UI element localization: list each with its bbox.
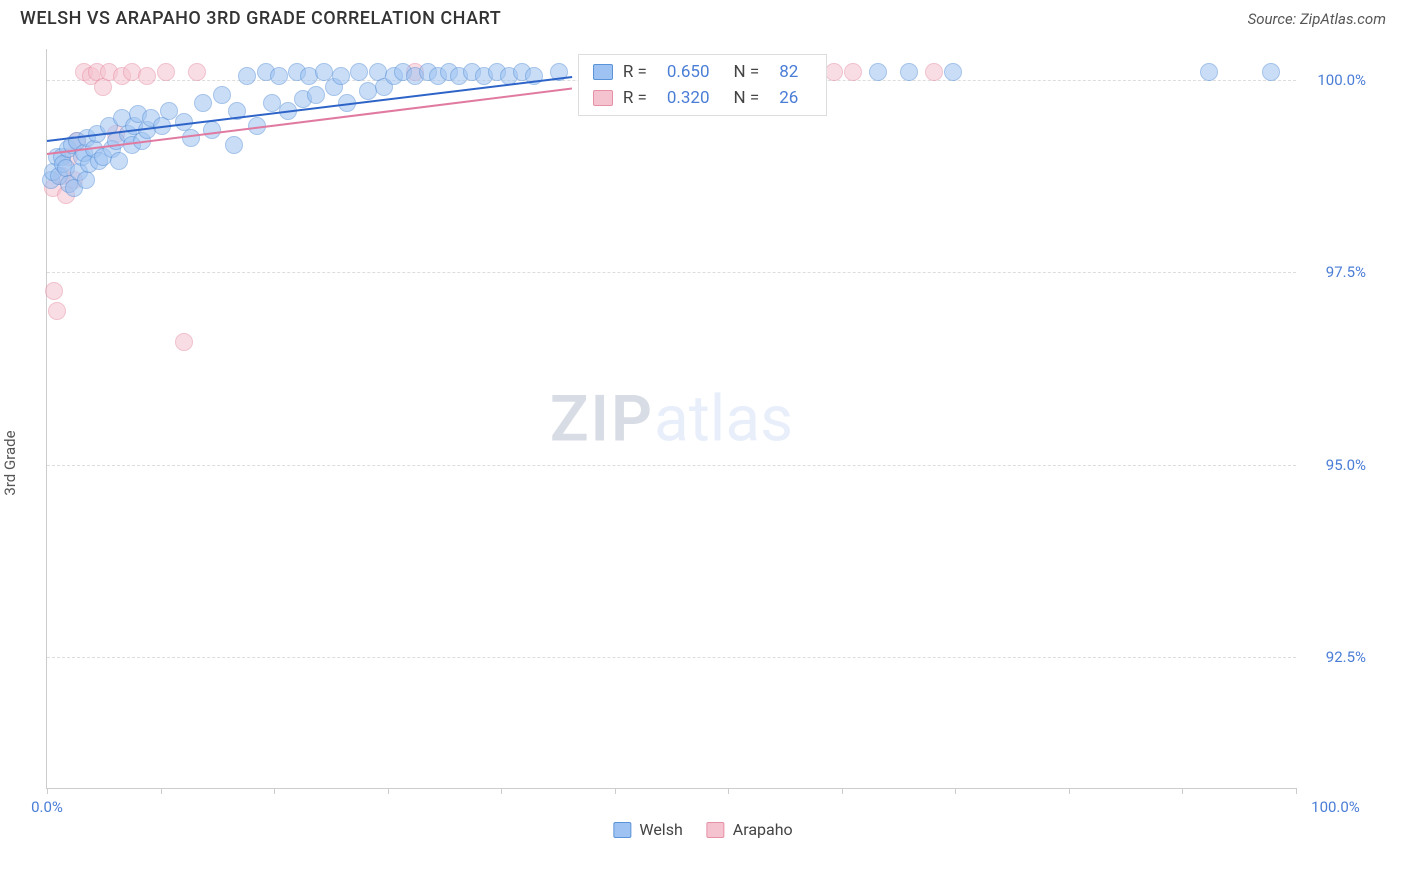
gridline bbox=[47, 657, 1296, 658]
legend-label: Welsh bbox=[639, 820, 682, 839]
scatter-point bbox=[1262, 63, 1280, 81]
chart-area: 3rd Grade ZIPatlas 100.0%97.5%95.0%92.5%… bbox=[0, 39, 1406, 869]
stats-r-label: R = bbox=[623, 88, 647, 108]
legend-label: Arapaho bbox=[733, 820, 793, 839]
scatter-point bbox=[1200, 63, 1218, 81]
scatter-point bbox=[869, 63, 887, 81]
stats-box: R = 0.650 N = 82 R = 0.320 N = 26 bbox=[578, 54, 828, 116]
x-tick-mark bbox=[1296, 788, 1297, 794]
gridline bbox=[47, 272, 1296, 273]
x-tick-mark bbox=[47, 788, 48, 794]
watermark-atlas: atlas bbox=[654, 381, 793, 456]
legend-item: Welsh bbox=[613, 820, 682, 839]
chart-legend: Welsh Arapaho bbox=[613, 820, 792, 839]
scatter-point bbox=[45, 282, 63, 300]
stats-n-label: N = bbox=[734, 88, 760, 108]
scatter-point bbox=[48, 302, 66, 320]
scatter-point bbox=[225, 136, 243, 154]
x-tick-mark bbox=[615, 788, 616, 794]
x-tick-label-min: 0.0% bbox=[31, 798, 63, 816]
y-tick-label: 100.0% bbox=[1317, 71, 1366, 89]
stats-row: R = 0.650 N = 82 bbox=[579, 59, 827, 85]
scatter-point bbox=[188, 63, 206, 81]
x-tick-mark bbox=[501, 788, 502, 794]
x-tick-mark bbox=[1069, 788, 1070, 794]
scatter-point bbox=[900, 63, 918, 81]
watermark: ZIPatlas bbox=[550, 381, 793, 456]
x-tick-mark bbox=[388, 788, 389, 794]
scatter-point bbox=[77, 171, 95, 189]
scatter-point bbox=[844, 63, 862, 81]
stats-r-value: 0.320 bbox=[667, 88, 710, 108]
plot-region: ZIPatlas 100.0%97.5%95.0%92.5%0.0%100.0%… bbox=[46, 49, 1296, 789]
scatter-point bbox=[359, 82, 377, 100]
source-attribution: Source: ZipAtlas.com bbox=[1248, 10, 1386, 28]
legend-swatch bbox=[707, 822, 725, 838]
legend-swatch bbox=[613, 822, 631, 838]
stats-r-value: 0.650 bbox=[667, 62, 710, 82]
scatter-point bbox=[175, 333, 193, 351]
scatter-point bbox=[825, 63, 843, 81]
chart-title: WELSH VS ARAPAHO 3RD GRADE CORRELATION C… bbox=[20, 8, 501, 29]
scatter-point bbox=[157, 63, 175, 81]
stats-swatch bbox=[593, 64, 613, 80]
scatter-point bbox=[203, 121, 221, 139]
x-tick-label-max: 100.0% bbox=[1311, 798, 1360, 816]
scatter-point bbox=[238, 67, 256, 85]
watermark-zip: ZIP bbox=[550, 381, 654, 456]
scatter-point bbox=[332, 67, 350, 85]
chart-header: WELSH VS ARAPAHO 3RD GRADE CORRELATION C… bbox=[0, 0, 1406, 39]
x-tick-mark bbox=[1182, 788, 1183, 794]
scatter-point bbox=[138, 67, 156, 85]
stats-n-label: N = bbox=[734, 62, 760, 82]
scatter-point bbox=[213, 86, 231, 104]
x-tick-mark bbox=[161, 788, 162, 794]
legend-item: Arapaho bbox=[707, 820, 793, 839]
scatter-point bbox=[944, 63, 962, 81]
scatter-point bbox=[270, 67, 288, 85]
x-tick-mark bbox=[274, 788, 275, 794]
y-tick-label: 95.0% bbox=[1326, 456, 1366, 474]
stats-n-value: 26 bbox=[779, 88, 798, 108]
x-tick-mark bbox=[842, 788, 843, 794]
stats-n-value: 82 bbox=[779, 62, 798, 82]
gridline bbox=[47, 465, 1296, 466]
stats-row: R = 0.320 N = 26 bbox=[579, 85, 827, 111]
y-tick-label: 97.5% bbox=[1326, 263, 1366, 281]
stats-swatch bbox=[593, 90, 613, 106]
trend-line bbox=[47, 76, 572, 142]
scatter-point bbox=[925, 63, 943, 81]
x-tick-mark bbox=[728, 788, 729, 794]
scatter-point bbox=[307, 86, 325, 104]
scatter-point bbox=[350, 63, 368, 81]
y-axis-label: 3rd Grade bbox=[1, 430, 19, 495]
scatter-point bbox=[94, 78, 112, 96]
x-tick-mark bbox=[955, 788, 956, 794]
y-tick-label: 92.5% bbox=[1326, 648, 1366, 666]
stats-r-label: R = bbox=[623, 62, 647, 82]
scatter-point bbox=[110, 152, 128, 170]
scatter-point bbox=[194, 94, 212, 112]
